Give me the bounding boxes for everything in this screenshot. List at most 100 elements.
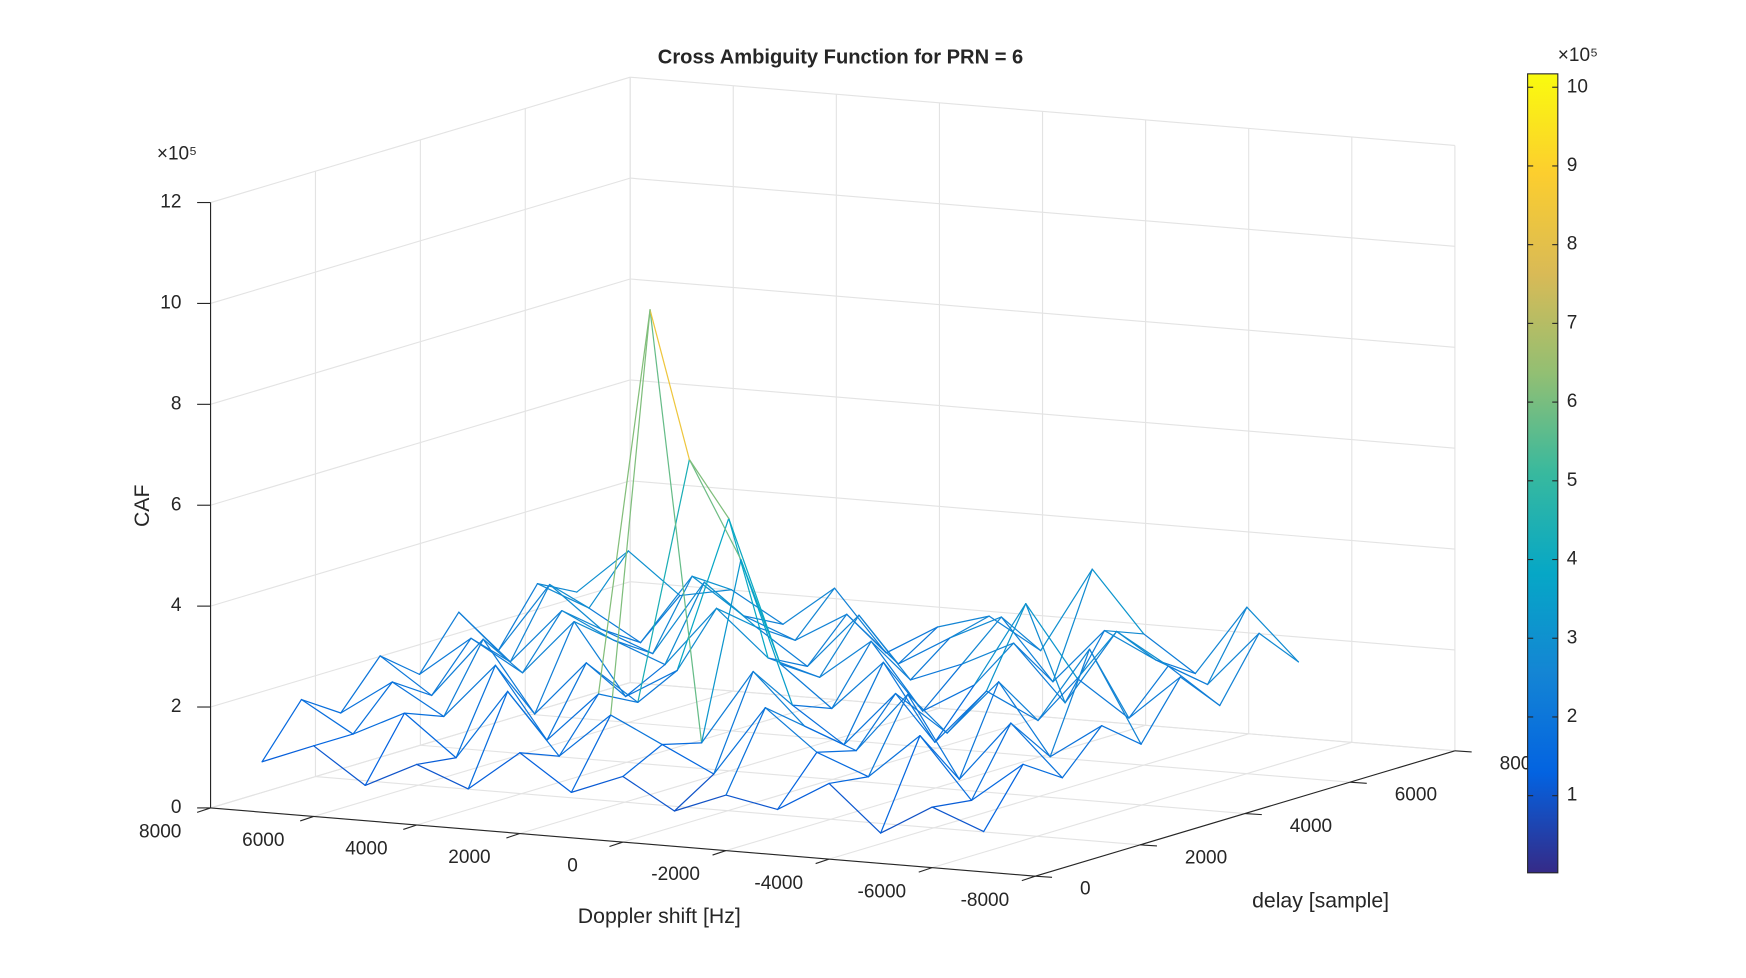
mesh-edge (1219, 632, 1260, 707)
mesh-edge (610, 714, 663, 746)
mesh-edge (536, 583, 578, 593)
mesh-edge (818, 640, 872, 678)
x-tick-label: -8000 (961, 890, 1010, 911)
y-tick-label: 4000 (1290, 816, 1332, 837)
mesh-edge (1064, 630, 1118, 704)
mesh-edge (743, 615, 796, 641)
mesh-edge (894, 692, 936, 743)
mesh-edge (600, 628, 642, 644)
mesh-edge (1143, 633, 1196, 675)
y-tick (1245, 812, 1262, 816)
mesh-edge (946, 690, 988, 734)
mesh-edge (958, 722, 1012, 780)
mesh-edge (443, 664, 497, 718)
mesh-edge (597, 309, 651, 695)
grid-line (725, 724, 1146, 852)
mesh-edge (855, 692, 897, 752)
x-tick (918, 867, 933, 873)
mesh-edge (764, 707, 806, 727)
mesh-edge (998, 681, 1051, 758)
colorbar-tick-label: 1 (1567, 785, 1578, 806)
mesh-edge (561, 610, 602, 630)
mesh-edge (519, 752, 572, 793)
colorbar: 1 2 3 4 5 6 7 8 9 10 (1527, 73, 1588, 874)
mesh-edge (715, 607, 769, 659)
x-axis-label: Doppler shift [Hz] (578, 904, 741, 928)
mesh-edge (1012, 642, 1054, 683)
mesh-edge (455, 690, 509, 759)
colorbar-tick-label: 8 (1567, 234, 1578, 255)
mesh-edge (509, 610, 563, 663)
mesh-edge (494, 664, 548, 741)
mesh-edge (340, 655, 381, 714)
mesh-edge (715, 607, 757, 628)
grid-line (932, 741, 1352, 869)
mesh-edge (1012, 642, 1066, 704)
mesh-edge (867, 693, 909, 778)
colorbar-tick-label: 10 (1567, 76, 1588, 97)
mesh-edge (1061, 725, 1103, 779)
mesh-edge (352, 681, 393, 735)
mesh-edge (855, 693, 909, 752)
y-axis-label: delay [sample] (1252, 889, 1389, 913)
mesh-edge (652, 581, 705, 655)
mesh-edge (570, 714, 612, 793)
mesh-edge (403, 712, 457, 759)
mesh-edge (1040, 568, 1093, 652)
mesh-edge (612, 639, 654, 655)
mesh-edge (973, 602, 1027, 686)
mesh-edge (1101, 725, 1142, 745)
mesh-edge (585, 662, 627, 698)
mesh-edge (637, 458, 690, 704)
mesh-edge (549, 583, 602, 630)
colorbar-tick-label: 9 (1567, 155, 1578, 176)
mesh-edge (1025, 602, 1078, 680)
mesh-edge (831, 640, 872, 710)
z-tick-label: 0 (171, 797, 182, 818)
mesh-edge (961, 616, 1002, 665)
mesh-edge (725, 707, 766, 796)
mesh-edge (973, 642, 1015, 686)
mesh-edge (998, 681, 1039, 722)
mesh-edge (573, 620, 627, 698)
mesh-edge (1128, 665, 1169, 719)
x-tick-label: -6000 (857, 881, 906, 902)
mesh-edge (416, 757, 457, 766)
mesh-edge (782, 587, 836, 625)
mesh-edge (691, 575, 733, 591)
mesh-edge (897, 637, 951, 665)
mesh-edge (703, 581, 745, 617)
mesh-edge (1064, 629, 1106, 704)
colorbar-tick-label: 3 (1567, 627, 1578, 648)
mesh-edge (379, 655, 433, 697)
grid-line (313, 690, 734, 817)
mesh-edge (882, 661, 936, 743)
y-tick-label: 6000 (1395, 785, 1437, 806)
mesh-edge (625, 669, 678, 698)
mesh-edge (1052, 568, 1093, 683)
mesh-edge (885, 626, 939, 654)
x-tick-label: -2000 (651, 864, 700, 885)
mesh-edge (867, 734, 921, 778)
mesh-edge (806, 614, 860, 667)
mesh-edge (403, 712, 445, 718)
mesh-edge (1022, 763, 1064, 779)
mesh-edge (970, 722, 1012, 802)
mesh-edge (649, 309, 690, 461)
mesh-edge (261, 698, 303, 763)
mesh-edge (816, 751, 870, 778)
mesh-edge (379, 655, 421, 675)
colorbar-tick-label: 6 (1567, 391, 1578, 412)
mesh-edge (949, 616, 1002, 639)
y-tick (1035, 875, 1053, 878)
mesh-edge (934, 684, 975, 743)
mesh-edge (600, 628, 654, 655)
mesh-edge (752, 670, 806, 727)
mesh-edge (779, 663, 821, 678)
mesh-edge (558, 714, 612, 757)
mesh-edge (588, 607, 642, 644)
y-tick (1454, 750, 1472, 753)
mesh-edge (661, 742, 703, 746)
mesh-edge (661, 743, 715, 775)
